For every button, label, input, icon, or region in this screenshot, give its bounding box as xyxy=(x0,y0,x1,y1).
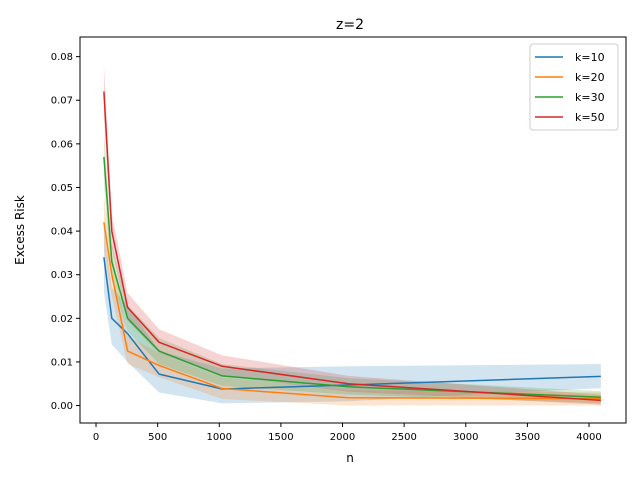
x-tick-label: 1000 xyxy=(207,432,232,443)
x-tick-label: 3000 xyxy=(453,432,478,443)
x-tick-label: 4000 xyxy=(576,432,601,443)
y-tick-label: 0.08 xyxy=(51,52,73,63)
x-tick-label: 1500 xyxy=(268,432,293,443)
x-tick-label: 0 xyxy=(93,432,99,443)
x-tick-label: 500 xyxy=(148,432,167,443)
y-tick-label: 0.01 xyxy=(51,357,73,368)
y-tick-label: 0.06 xyxy=(51,139,73,150)
confidence-bands xyxy=(103,65,601,406)
legend-label: k=50 xyxy=(575,111,605,124)
legend-label: k=30 xyxy=(575,91,605,104)
series-lines xyxy=(103,91,601,402)
series-line-k=50 xyxy=(103,91,601,402)
y-tick-label: 0.00 xyxy=(51,401,73,412)
series-line-k=20 xyxy=(103,222,601,400)
y-axis-label: Excess Risk xyxy=(13,195,27,265)
y-tick-label: 0.07 xyxy=(51,96,73,107)
y-tick-label: 0.05 xyxy=(51,183,73,194)
series-line-k=10 xyxy=(103,257,601,390)
x-tick-label: 2500 xyxy=(391,432,416,443)
series-line-k=30 xyxy=(103,156,601,399)
x-axis-label: n xyxy=(346,451,354,465)
legend: k=10 k=20 k=30 k=50 xyxy=(529,43,619,131)
legend-label: k=20 xyxy=(575,71,605,84)
x-tick-label: 2000 xyxy=(330,432,355,443)
plot-frame xyxy=(79,36,627,424)
x-axis: 0 500 1000 1500 2000 2500 3000 3500 4000 xyxy=(93,423,602,443)
y-axis: 0.00 0.01 0.02 0.03 0.04 0.05 0.06 0.07 0.08 xyxy=(51,52,80,412)
chart-title: z=2 xyxy=(336,17,364,33)
x-tick-label: 3500 xyxy=(515,432,540,443)
legend-label: k=10 xyxy=(575,51,605,64)
y-tick-label: 0.02 xyxy=(51,314,73,325)
y-tick-label: 0.04 xyxy=(51,227,73,238)
legend-box xyxy=(529,43,619,131)
confidence-band-k=10 xyxy=(103,226,601,404)
y-tick-label: 0.03 xyxy=(51,270,73,281)
